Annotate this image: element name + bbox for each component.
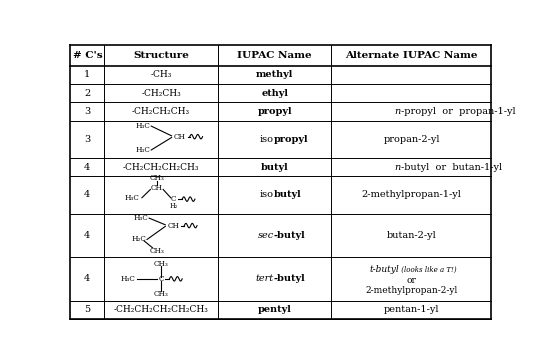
Text: (looks like a T!): (looks like a T!) xyxy=(399,266,456,274)
Text: sec: sec xyxy=(258,231,274,240)
Text: CH₃: CH₃ xyxy=(154,260,168,267)
Text: -propyl  or  propan-1-yl: -propyl or propan-1-yl xyxy=(401,107,515,116)
Text: H₃C: H₃C xyxy=(136,146,150,154)
Text: iso: iso xyxy=(260,190,274,199)
Text: H₂: H₂ xyxy=(170,202,178,210)
Text: butyl: butyl xyxy=(274,190,301,199)
Text: H₃C: H₃C xyxy=(136,122,150,130)
Text: propyl: propyl xyxy=(274,135,309,144)
Text: CH₃: CH₃ xyxy=(154,290,168,298)
Text: CH₃: CH₃ xyxy=(149,174,164,183)
Text: 2-methylpropan-1-yl: 2-methylpropan-1-yl xyxy=(362,190,462,199)
Text: H₃C: H₃C xyxy=(125,194,140,202)
Text: butan-2-yl: butan-2-yl xyxy=(387,231,437,240)
Text: butyl: butyl xyxy=(261,163,288,172)
Text: CH₃: CH₃ xyxy=(149,247,164,255)
Text: -CH₃: -CH₃ xyxy=(150,70,172,79)
Text: 2: 2 xyxy=(84,89,90,98)
Text: 4: 4 xyxy=(84,274,90,283)
Text: Structure: Structure xyxy=(133,51,189,60)
Text: C: C xyxy=(171,195,177,203)
Text: IUPAC Name: IUPAC Name xyxy=(237,51,312,60)
Text: propyl: propyl xyxy=(257,107,292,116)
Text: ethyl: ethyl xyxy=(261,89,288,98)
Text: n: n xyxy=(394,107,401,116)
Text: -CH₂CH₂CH₂CH₂CH₃: -CH₂CH₂CH₂CH₂CH₃ xyxy=(114,305,208,314)
Text: -CH₂CH₃: -CH₂CH₃ xyxy=(141,89,181,98)
Text: H₃C: H₃C xyxy=(133,214,148,222)
Text: CH: CH xyxy=(151,184,163,192)
Text: CH: CH xyxy=(174,133,186,141)
Text: 1: 1 xyxy=(84,70,90,79)
Text: Alternate IUPAC Name: Alternate IUPAC Name xyxy=(345,51,478,60)
Text: 3: 3 xyxy=(84,135,90,144)
Text: -CH₂CH₂CH₂CH₃: -CH₂CH₂CH₂CH₃ xyxy=(123,163,199,172)
Text: or: or xyxy=(406,276,416,285)
Text: 3: 3 xyxy=(84,107,90,116)
Text: tert: tert xyxy=(255,274,274,283)
Text: n: n xyxy=(394,163,401,172)
Text: -butyl: -butyl xyxy=(274,274,306,283)
Text: 2-methylpropan-2-yl: 2-methylpropan-2-yl xyxy=(365,287,458,296)
Text: iso: iso xyxy=(260,135,274,144)
Text: 5: 5 xyxy=(84,305,90,314)
Text: -CH₂CH₂CH₃: -CH₂CH₂CH₃ xyxy=(132,107,190,116)
Text: 4: 4 xyxy=(84,190,90,199)
Text: methyl: methyl xyxy=(256,70,293,79)
Text: H₃C: H₃C xyxy=(121,275,136,283)
Text: 4: 4 xyxy=(84,163,90,172)
Text: # C's: # C's xyxy=(73,51,102,60)
Text: -butyl: -butyl xyxy=(274,231,306,240)
Text: propan-2-yl: propan-2-yl xyxy=(383,135,440,144)
Text: 4: 4 xyxy=(84,231,90,240)
Text: pentyl: pentyl xyxy=(258,305,292,314)
Text: C: C xyxy=(158,275,164,283)
Text: -butyl  or  butan-1-yl: -butyl or butan-1-yl xyxy=(401,163,502,172)
Text: CH: CH xyxy=(167,222,179,230)
Text: pentan-1-yl: pentan-1-yl xyxy=(383,305,439,314)
Text: t-butyl: t-butyl xyxy=(369,265,399,274)
Text: H₂C: H₂C xyxy=(131,235,146,243)
